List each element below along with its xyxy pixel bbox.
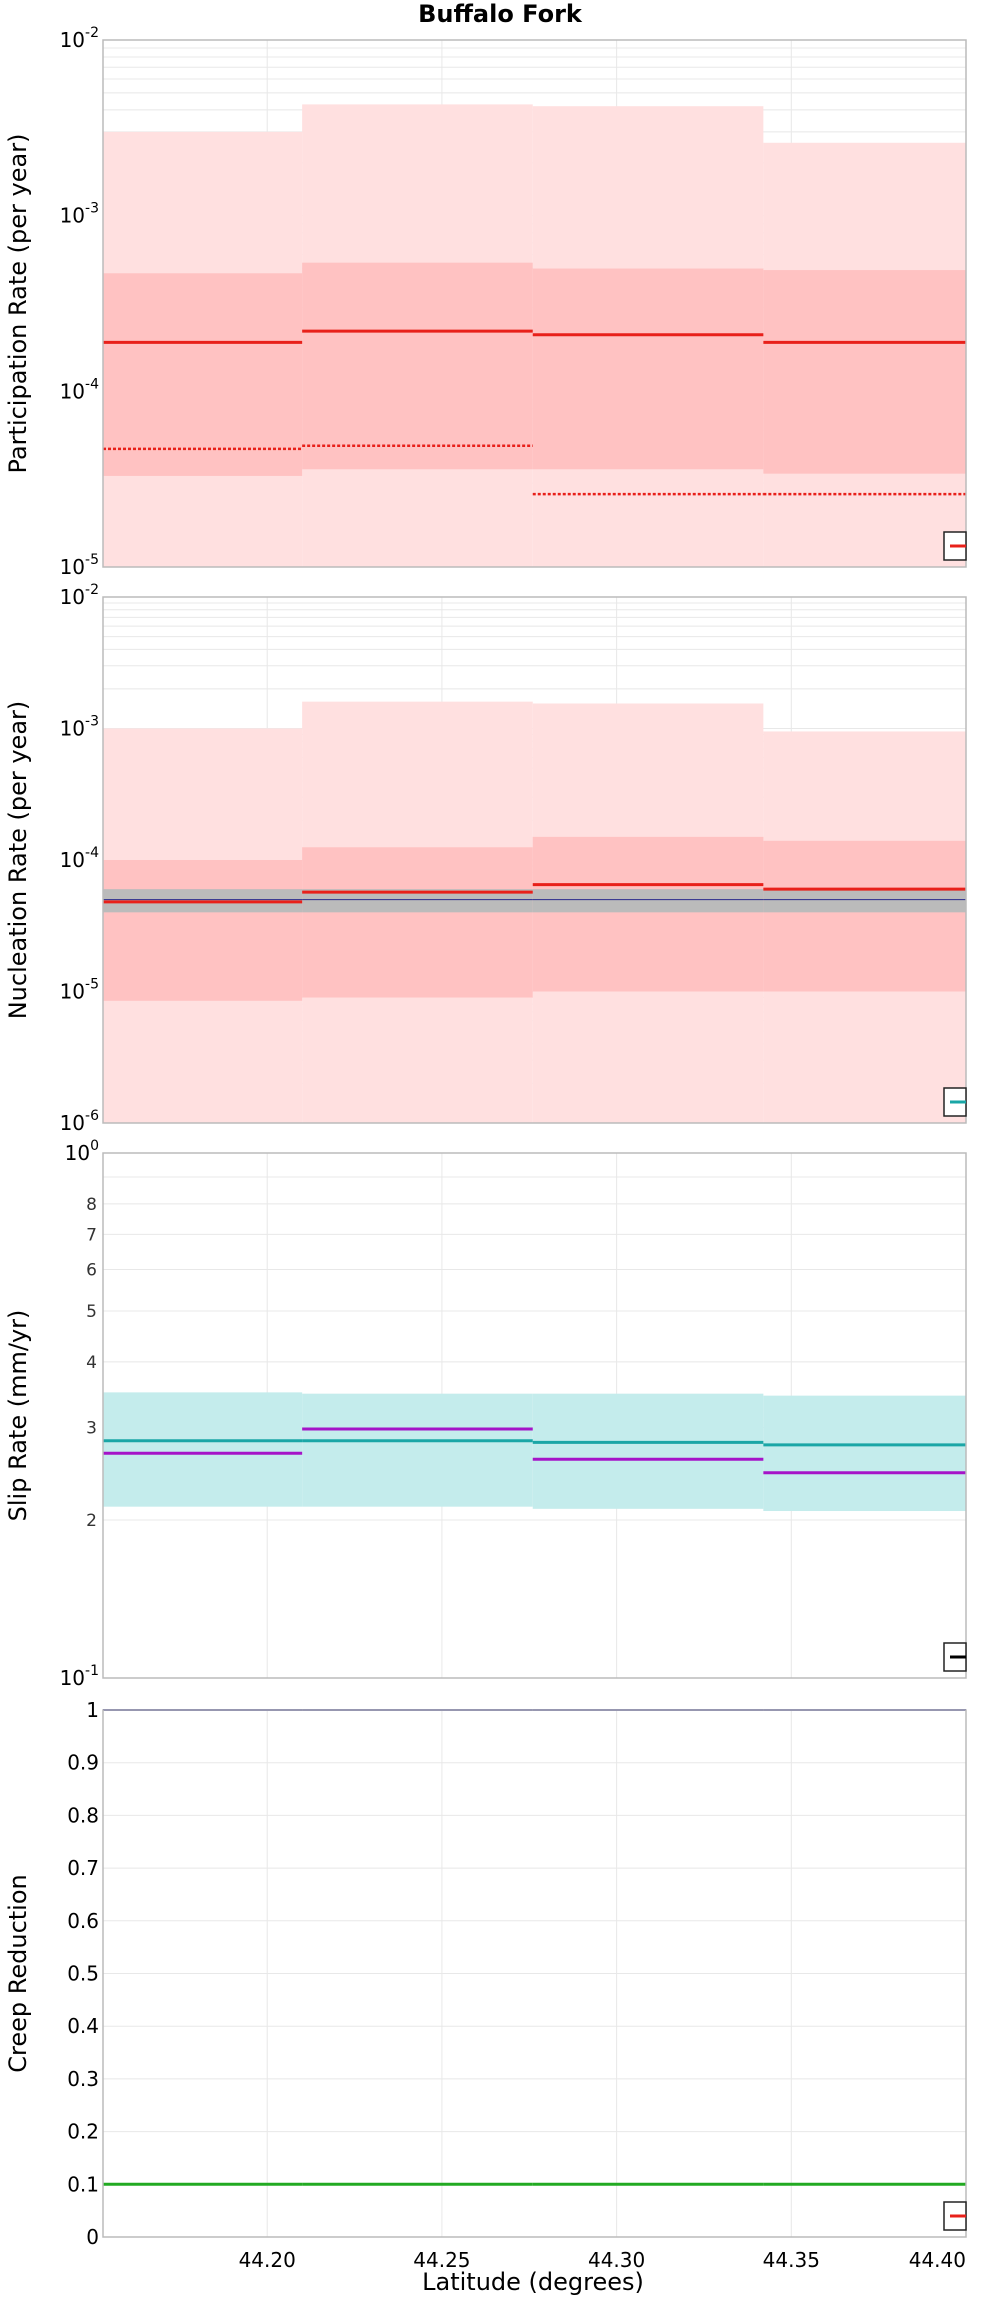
y-tick-label-4: 0.4 [67, 2014, 99, 2038]
y-tick-label-0: 10-1 [60, 1663, 99, 1690]
y-tick-exponent: -6 [85, 1108, 99, 1124]
y-tick-label-7: 0.7 [67, 1856, 99, 1880]
y-axis-label-2: Nucleation Rate (per year) [4, 701, 32, 1020]
band-0-segment-0 [103, 1392, 303, 1507]
y-tick-label-3: 10-2 [60, 25, 99, 52]
y-tick-label-4: 10-2 [60, 582, 99, 609]
panel-1: 10-5 10-4 10-3 10-2 Participation Rate (per … [4, 25, 967, 579]
y-minor-tick-label-1: 3 [86, 1419, 97, 1439]
plot-frame [102, 1152, 967, 1679]
band-1-segment-0 [103, 860, 303, 1001]
panel-2: 10-6 10-5 10-4 10-3 10-2 Nucleation Rate (per… [4, 582, 967, 1135]
y-minor-tick-label-4: 6 [86, 1260, 97, 1280]
y-tick-label-2: 0.2 [67, 2120, 99, 2144]
band-0-segment-3 [763, 1395, 966, 1512]
y-tick-label-6: 0.6 [67, 1909, 99, 1933]
x-tick-label-0: 44.20 [239, 2248, 296, 2272]
band-2-segment-1 [302, 889, 533, 913]
y-tick-exponent: -5 [85, 977, 99, 993]
band-1-segment-2 [532, 268, 764, 470]
y-axis-label-4: Creep Reduction [4, 1874, 32, 2072]
y-minor-tick-label-5: 7 [86, 1225, 97, 1245]
x-tick-label-2: 44.30 [588, 2248, 645, 2272]
y-tick-label-1: 10-5 [60, 977, 99, 1004]
band-2-segment-2 [532, 889, 764, 913]
y-minor-tick-label-2: 4 [86, 1353, 97, 1373]
y-tick-label-1: 10-4 [60, 376, 100, 403]
x-tick-label-1: 44.25 [413, 2248, 470, 2272]
panel-3: 10-1 100 2 3 4 5 6 7 8 Slip Rate (mm/yr) [4, 1138, 967, 1690]
y-tick-label-3: 0.3 [67, 2067, 99, 2091]
y-tick-label-10: 1 [86, 1698, 99, 1722]
y-tick-exponent: -4 [85, 845, 99, 861]
panel-4: 0 0.1 0.2 0.3 0.4 0.5 0.6 0.7 0.8 0.9 1 Creep Reduc… [4, 1698, 967, 2272]
band-0-segment-1 [302, 1393, 533, 1507]
x-tick-label-3: 44.35 [763, 2248, 820, 2272]
y-tick-exponent: -4 [85, 376, 99, 392]
plot-frame [102, 1709, 967, 2238]
y-tick-label-8: 0.8 [67, 1803, 99, 1827]
y-tick-label-9: 0.9 [67, 1751, 99, 1775]
plot-frame [102, 39, 967, 568]
chart-title: Buffalo Fork [418, 0, 583, 28]
band-0-segment-2 [532, 1393, 764, 1509]
x-axis-label: Latitude (degrees) [422, 2268, 644, 2296]
y-tick-label-1: 0.1 [67, 2172, 99, 2196]
y-tick-exponent: 0 [90, 1138, 99, 1154]
y-minor-tick-label-6: 8 [86, 1195, 97, 1215]
x-tick-label-4: 44.40 [909, 2248, 966, 2272]
y-minor-tick-label-0: 2 [86, 1511, 97, 1531]
y-tick-label-0: 10-6 [60, 1108, 100, 1135]
y-tick-exponent: -1 [85, 1663, 99, 1679]
y-tick-exponent: -2 [85, 582, 99, 598]
y-tick-label-0: 10-5 [60, 552, 99, 579]
band-1-segment-3 [763, 840, 966, 992]
y-tick-exponent: -3 [85, 714, 99, 730]
y-tick-label-0: 0 [86, 2225, 99, 2249]
y-tick-label-2: 10-4 [60, 845, 100, 872]
band-1-segment-1 [302, 262, 533, 470]
y-tick-label-5: 0.5 [67, 1962, 99, 1986]
band-2-segment-3 [763, 889, 966, 913]
band-1-segment-1 [302, 847, 533, 998]
band-1-segment-0 [103, 273, 303, 476]
y-axis-label-1: Participation Rate (per year) [4, 134, 32, 474]
y-tick-label-3: 10-3 [60, 714, 99, 741]
y-tick-exponent: -5 [85, 552, 99, 568]
band-1-segment-2 [532, 836, 764, 992]
plot-frame [102, 596, 967, 1124]
band-1-segment-3 [763, 270, 966, 474]
y-tick-exponent: -3 [85, 201, 99, 217]
y-tick-exponent: -2 [85, 25, 99, 41]
y-axis-label-3: Slip Rate (mm/yr) [4, 1310, 32, 1522]
y-tick-label-1: 100 [65, 1138, 99, 1165]
y-minor-tick-label-3: 5 [86, 1302, 97, 1322]
y-tick-label-2: 10-3 [60, 201, 99, 228]
